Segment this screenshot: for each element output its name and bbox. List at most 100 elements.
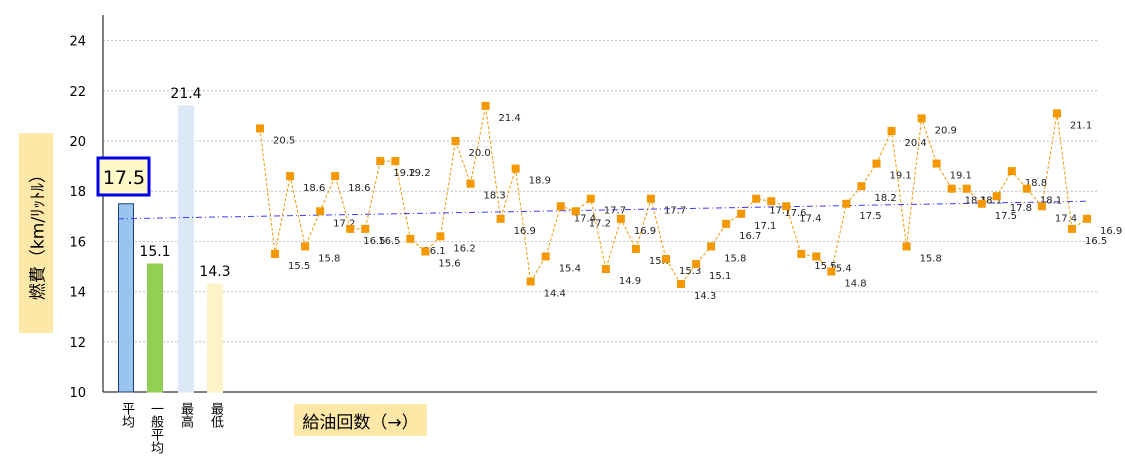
summary-bar bbox=[118, 203, 134, 393]
data-point bbox=[556, 202, 565, 211]
data-point bbox=[271, 249, 280, 258]
data-point bbox=[917, 114, 926, 123]
data-point bbox=[616, 214, 625, 223]
data-point bbox=[887, 126, 896, 135]
data-label: 17.4 bbox=[574, 213, 596, 224]
data-point bbox=[902, 242, 911, 251]
y-axis-label-box bbox=[19, 133, 53, 333]
data-label: 15.8 bbox=[920, 253, 942, 264]
data-point bbox=[857, 182, 866, 191]
data-label: 17.7 bbox=[604, 206, 626, 217]
y-tick-label: 12 bbox=[69, 336, 86, 351]
category-label-average: 平均 bbox=[119, 402, 134, 428]
data-label: 17.6 bbox=[784, 208, 806, 219]
data-label: 15.7 bbox=[649, 256, 671, 267]
data-label: 18.1 bbox=[980, 196, 1002, 207]
data-point bbox=[496, 214, 505, 223]
data-point bbox=[601, 265, 610, 274]
data-label: 16.5 bbox=[378, 236, 400, 247]
data-label: 19.1 bbox=[889, 171, 911, 182]
data-label: 16.9 bbox=[634, 226, 656, 237]
summary-bar-value-label: 14.3 bbox=[199, 264, 230, 280]
data-point bbox=[872, 159, 881, 168]
data-point bbox=[1083, 214, 1091, 223]
data-point bbox=[797, 249, 806, 258]
summary-bar-value-label: 21.4 bbox=[170, 86, 201, 102]
data-point bbox=[932, 159, 941, 168]
data-label: 18.1 bbox=[965, 196, 987, 207]
data-point bbox=[376, 157, 385, 166]
data-label: 19.2 bbox=[393, 168, 415, 179]
data-label: 18.6 bbox=[303, 183, 325, 194]
data-label: 16.9 bbox=[514, 226, 536, 237]
data-point bbox=[722, 219, 731, 228]
data-label: 16.5 bbox=[363, 236, 385, 247]
data-label: 15.4 bbox=[559, 263, 581, 274]
data-label: 20.5 bbox=[273, 135, 295, 146]
data-label: 15.1 bbox=[709, 271, 731, 282]
data-label: 16.9 bbox=[1100, 226, 1122, 237]
data-point bbox=[1022, 184, 1031, 193]
data-point bbox=[1052, 109, 1061, 118]
data-point bbox=[406, 234, 415, 243]
data-label: 14.9 bbox=[619, 276, 641, 287]
summary-bar-value-label: 17.5 bbox=[103, 167, 145, 189]
summary-bar-value-label: 15.1 bbox=[139, 244, 170, 260]
x-axis-label: 給油回数（→） bbox=[294, 404, 427, 436]
average-highlight-box bbox=[96, 156, 151, 197]
data-label: 17.8 bbox=[1010, 203, 1032, 214]
data-label: 14.4 bbox=[544, 289, 566, 300]
series-line bbox=[259, 105, 1088, 285]
data-point bbox=[301, 242, 310, 251]
data-point bbox=[812, 252, 821, 261]
data-point bbox=[646, 194, 655, 203]
data-point bbox=[842, 199, 851, 208]
data-label: 15.8 bbox=[724, 253, 746, 264]
data-point bbox=[451, 137, 460, 145]
data-label: 17.2 bbox=[333, 218, 355, 229]
y-tick-label: 14 bbox=[69, 286, 86, 301]
data-point bbox=[1067, 224, 1076, 233]
data-label: 18.6 bbox=[348, 183, 370, 194]
data-point bbox=[752, 194, 761, 203]
y-tick-label: 16 bbox=[69, 235, 86, 250]
data-point bbox=[1007, 167, 1016, 176]
data-label: 15.8 bbox=[318, 253, 340, 264]
data-point bbox=[692, 259, 701, 268]
data-label: 16.1 bbox=[423, 246, 445, 257]
data-point bbox=[977, 199, 986, 208]
data-label: 17.7 bbox=[664, 206, 686, 217]
data-point bbox=[256, 124, 264, 133]
data-label: 18.3 bbox=[484, 191, 506, 202]
data-label: 18.2 bbox=[874, 193, 896, 204]
data-label: 14.3 bbox=[694, 291, 716, 302]
data-label: 15.4 bbox=[829, 263, 851, 274]
y-tick-label: 10 bbox=[69, 386, 86, 401]
data-point bbox=[331, 172, 340, 181]
data-point bbox=[947, 184, 956, 193]
y-tick-label: 24 bbox=[69, 35, 86, 50]
data-label: 15.5 bbox=[814, 261, 836, 272]
data-point bbox=[782, 202, 791, 211]
summary-bar bbox=[147, 263, 163, 393]
data-label: 21.1 bbox=[1070, 120, 1092, 131]
category-label-min: 最低 bbox=[208, 402, 223, 428]
data-point bbox=[767, 197, 776, 206]
data-point bbox=[421, 247, 430, 256]
data-point bbox=[286, 172, 295, 181]
summary-bar bbox=[207, 283, 223, 393]
data-point bbox=[962, 184, 971, 193]
data-point bbox=[661, 254, 670, 263]
category-label-max: 最高 bbox=[178, 402, 193, 428]
data-point bbox=[436, 232, 445, 241]
data-label: 19.1 bbox=[950, 171, 972, 182]
data-label: 18.1 bbox=[1040, 196, 1062, 207]
data-label: 17.5 bbox=[995, 211, 1017, 222]
data-label: 16.5 bbox=[1085, 236, 1107, 247]
data-point bbox=[677, 280, 686, 289]
y-tick-label: 18 bbox=[69, 185, 86, 200]
data-point bbox=[391, 157, 400, 166]
data-point bbox=[992, 192, 1001, 201]
data-point bbox=[316, 207, 325, 216]
